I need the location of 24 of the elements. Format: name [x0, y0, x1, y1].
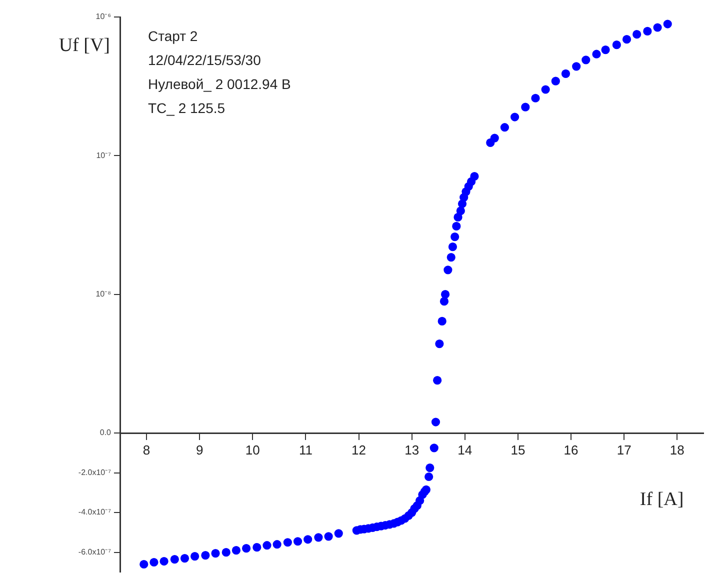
x-tick-label: 11 — [298, 442, 312, 458]
x-tick-label: 12 — [352, 442, 366, 458]
x-tick-label: 14 — [458, 442, 472, 458]
x-tick-label: 16 — [564, 442, 578, 458]
x-tick-label: 15 — [510, 442, 526, 458]
y-tick-label: -6.0x10⁻⁷ — [78, 548, 112, 557]
annotation: Нулевой_ 2 0012.94 В — [148, 76, 291, 92]
x-tick-label: 9 — [196, 442, 204, 458]
y-axis-title: Uf [V] — [58, 35, 110, 56]
y-tick-label: 10⁻⁶ — [96, 12, 111, 22]
y-tick-label: 10⁻⁷ — [96, 150, 112, 160]
x-tick-label: 17 — [616, 442, 632, 458]
x-tick-label: 10 — [245, 442, 260, 458]
y-tick-label: -2.0x10⁻⁷ — [78, 468, 112, 477]
x-tick-label: 18 — [670, 442, 684, 458]
annotation: TC_ 2 125.5 — [148, 100, 226, 116]
y-tick-label: -4.0x10⁻⁷ — [78, 508, 112, 517]
y-tick-label: 0.0 — [100, 428, 112, 438]
annotation: Старт 2 — [148, 28, 198, 44]
x-axis-title: If [A] — [640, 489, 684, 510]
x-tick-label: 8 — [142, 442, 150, 458]
x-tick-label: 13 — [404, 442, 420, 458]
y-tick-label: 10⁻⁸ — [96, 290, 111, 299]
annotation: 12/04/22/15/53/30 — [148, 52, 262, 68]
